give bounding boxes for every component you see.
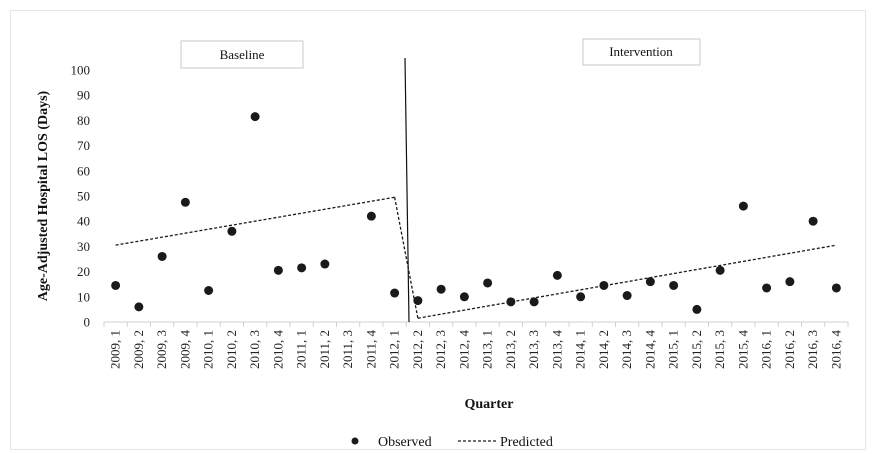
observed-point — [785, 277, 795, 287]
x-tick-label: 2011, 3 — [340, 330, 355, 369]
baseline-label-box — [180, 40, 304, 69]
x-tick-label: 2012, 2 — [410, 330, 425, 369]
y-tick-label: 70 — [77, 138, 90, 153]
x-tick-label: 2013, 1 — [480, 330, 495, 369]
observed-point — [552, 270, 562, 280]
x-tick-label: 2014, 3 — [619, 330, 634, 369]
x-tick-label: 2013, 4 — [549, 330, 564, 370]
x-tick-label: 2016, 4 — [828, 330, 843, 370]
y-axis: 0 10 20 30 40 50 60 70 80 90 100 — [71, 63, 91, 330]
predicted-trend-segment — [115, 196, 395, 246]
observed-point — [111, 280, 121, 290]
legend-observed-marker — [351, 437, 359, 445]
baseline-label: Baseline — [220, 47, 265, 62]
observed-point — [157, 251, 167, 261]
phase-labels: Baseline Intervention — [180, 38, 701, 69]
y-tick-label: 100 — [71, 63, 91, 78]
x-tick-label: 2014, 4 — [642, 330, 657, 370]
y-tick-label: 60 — [77, 163, 90, 178]
intervention-label-box — [582, 38, 701, 66]
observed-point — [436, 284, 446, 294]
x-tick-label: 2016, 1 — [759, 330, 774, 369]
observed-point — [715, 265, 725, 275]
x-tick-label: 2010, 2 — [224, 330, 239, 369]
y-axis-title: Age-Adjusted Hospital LOS (Days) — [36, 90, 51, 301]
x-tick-label: 2010, 4 — [270, 330, 285, 370]
x-tick-label: 2014, 1 — [573, 330, 588, 369]
observed-point — [762, 283, 772, 293]
x-tick-label: 2015, 3 — [712, 330, 727, 369]
y-tick-label: 20 — [77, 264, 90, 279]
observed-point — [831, 283, 841, 293]
legend: Observed Predicted — [351, 435, 553, 450]
observed-point — [459, 292, 469, 302]
y-tick-label: 50 — [77, 189, 90, 204]
observed-point — [320, 259, 330, 269]
observed-point — [180, 197, 190, 207]
x-tick-label: 2010, 1 — [201, 330, 216, 369]
x-tick-label: 2016, 3 — [805, 330, 820, 369]
observed-point — [366, 211, 376, 221]
x-tick-label: 2016, 2 — [782, 330, 797, 369]
legend-observed-label: Observed — [378, 435, 432, 450]
observed-point — [273, 265, 283, 275]
x-tick-label: 2012, 3 — [433, 330, 448, 369]
x-axis-title: Quarter — [465, 397, 514, 412]
observed-point — [297, 263, 307, 273]
legend-predicted-label: Predicted — [500, 435, 553, 450]
y-tick-label: 40 — [77, 214, 90, 229]
observed-point — [204, 286, 214, 295]
y-tick-label: 0 — [84, 315, 91, 330]
observed-point — [645, 277, 655, 287]
x-tick-label: 2015, 1 — [666, 330, 681, 369]
x-tick-label: 2009, 3 — [154, 330, 169, 369]
observed-point — [692, 304, 702, 314]
x-tick-label: 2015, 2 — [689, 330, 704, 369]
observed-point — [669, 280, 679, 290]
intervention-line — [404, 57, 410, 323]
observed-point — [622, 291, 632, 301]
observed-point — [390, 288, 400, 298]
y-tick-label: 90 — [77, 88, 90, 103]
observed-point — [576, 292, 586, 302]
chart-frame — [10, 10, 866, 450]
x-axis: 2009, 1 2009, 2 2009, 3 2009, 4 2010, 1 2010,… — [103, 321, 849, 370]
x-tick-label: 2015, 4 — [735, 330, 750, 370]
observed-point — [134, 302, 144, 312]
x-tick-label: 2009, 2 — [131, 330, 146, 369]
observed-point — [738, 201, 748, 211]
predicted-trend-segment — [393, 197, 419, 319]
observed-point — [506, 297, 516, 307]
x-tick-label: 2013, 3 — [526, 330, 541, 369]
observed-point — [413, 296, 423, 306]
observed-point — [227, 226, 237, 236]
observed-point — [483, 278, 493, 288]
observed-point — [599, 280, 609, 290]
series-layer — [111, 57, 841, 323]
observed-point — [808, 216, 818, 226]
x-tick-label: 2012, 1 — [387, 330, 402, 369]
observed-point — [529, 297, 539, 307]
x-tick-label: 2014, 2 — [596, 330, 611, 369]
x-tick-label: 2009, 4 — [177, 330, 192, 370]
x-tick-label: 2010, 3 — [247, 330, 262, 369]
x-tick-label: 2012, 4 — [456, 330, 471, 370]
y-tick-label: 30 — [77, 239, 90, 254]
intervention-label: Intervention — [609, 44, 673, 59]
x-tick-label: 2011, 2 — [317, 330, 332, 369]
x-tick-label: 2009, 1 — [108, 330, 123, 369]
x-tick-label: 2011, 4 — [363, 330, 378, 369]
predicted-trend-segment — [417, 244, 837, 319]
x-tick-label: 2013, 2 — [503, 330, 518, 369]
y-tick-label: 10 — [77, 289, 90, 304]
observed-point — [250, 112, 260, 122]
x-tick-label: 2011, 1 — [294, 330, 309, 369]
y-tick-label: 80 — [77, 113, 90, 128]
